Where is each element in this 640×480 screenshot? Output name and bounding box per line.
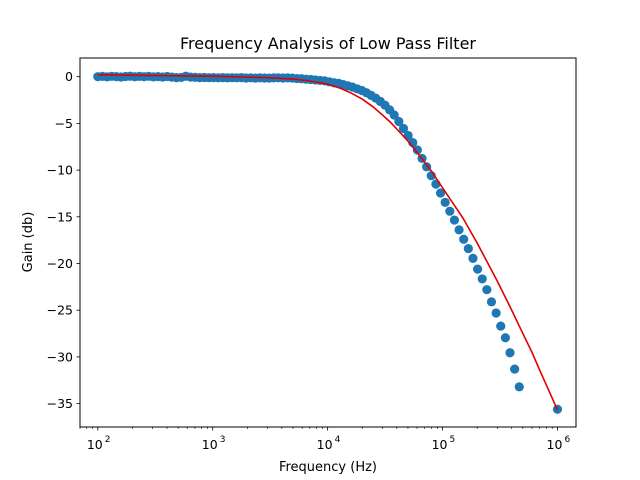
data-point bbox=[510, 364, 520, 374]
data-point bbox=[454, 225, 464, 235]
data-point bbox=[486, 297, 497, 307]
axes-frame bbox=[79, 57, 577, 428]
x-tick-label: 10 bbox=[317, 437, 333, 452]
y-tick-label: −15 bbox=[47, 209, 73, 224]
data-point bbox=[389, 110, 399, 120]
x-tick-exponent: 4 bbox=[335, 435, 341, 445]
data-point bbox=[505, 348, 515, 358]
x-tick-exponent: 2 bbox=[105, 435, 111, 445]
data-point bbox=[445, 206, 455, 216]
data-point bbox=[472, 264, 483, 274]
chart-title: Frequency Analysis of Low Pass Filter bbox=[180, 34, 476, 53]
y-tick-label: −25 bbox=[47, 303, 73, 318]
data-point bbox=[491, 308, 501, 318]
y-tick-label: −5 bbox=[55, 116, 73, 131]
y-tick-label: −20 bbox=[47, 256, 73, 271]
data-point bbox=[412, 145, 422, 155]
data-point bbox=[500, 333, 510, 343]
y-tick-label: −35 bbox=[47, 396, 73, 411]
data-point bbox=[496, 321, 506, 331]
y-tick-label: −30 bbox=[47, 349, 73, 364]
data-point bbox=[477, 274, 487, 284]
x-axis: 10 2 10 3 10 4 10 5 10 6 bbox=[79, 427, 570, 452]
y-tick-label: 0 bbox=[65, 69, 73, 84]
plot-area bbox=[93, 71, 563, 414]
data-point bbox=[514, 382, 524, 392]
data-point bbox=[435, 188, 446, 198]
x-tick-label: 10 bbox=[432, 437, 448, 452]
data-point bbox=[449, 215, 460, 225]
x-tick-label: 10 bbox=[547, 437, 563, 452]
y-axis: 0 −5 −10 −15 −20 −25 −30 −35 bbox=[47, 69, 80, 411]
x-tick-exponent: 5 bbox=[450, 435, 456, 445]
fit-line bbox=[97, 74, 559, 411]
data-point bbox=[482, 285, 492, 295]
data-point bbox=[398, 123, 409, 134]
x-tick-label: 10 bbox=[202, 437, 218, 452]
data-point bbox=[463, 243, 473, 254]
x-tick-exponent: 6 bbox=[564, 435, 570, 445]
y-axis-label: Gain (db) bbox=[21, 212, 36, 273]
y-tick-label: −10 bbox=[47, 163, 73, 178]
x-tick-exponent: 3 bbox=[220, 435, 226, 445]
x-tick-label: 10 bbox=[87, 437, 103, 452]
x-axis-label: Frequency (Hz) bbox=[279, 460, 377, 475]
data-point bbox=[468, 253, 478, 263]
data-point bbox=[459, 234, 469, 244]
data-point bbox=[394, 116, 404, 127]
data-point bbox=[440, 197, 450, 207]
